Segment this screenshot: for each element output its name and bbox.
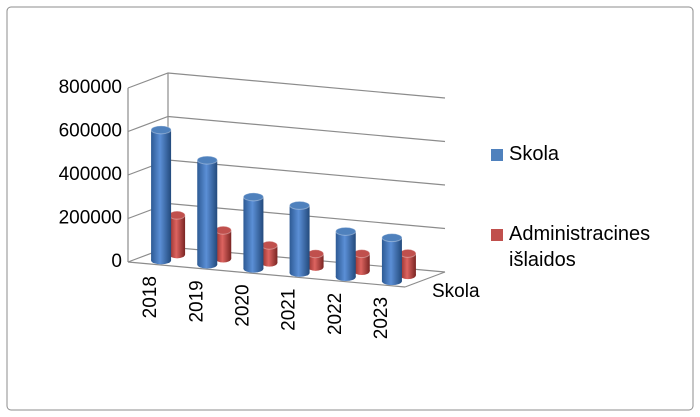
cylinder-top xyxy=(307,249,325,259)
x-tick-label: 2018 xyxy=(140,276,161,318)
x-tick-label: 2022 xyxy=(325,293,346,335)
grid-line xyxy=(127,159,446,186)
cylinder xyxy=(335,226,357,281)
legend-label: Administracines išlaidos xyxy=(509,223,651,271)
grid-line xyxy=(127,115,446,143)
cylinder xyxy=(307,249,325,271)
y-tick-label: 0 xyxy=(111,251,122,272)
legend-label: Skola xyxy=(509,143,560,165)
bar xyxy=(261,245,278,263)
cylinder xyxy=(168,210,186,259)
cylinder-top xyxy=(260,240,278,250)
bar xyxy=(335,231,356,277)
x-tick-label: 2019 xyxy=(186,280,207,322)
bar xyxy=(399,253,416,276)
bar xyxy=(215,230,232,259)
cylinder xyxy=(381,233,403,286)
grid-line xyxy=(127,72,446,99)
cylinder-top xyxy=(335,226,357,236)
y-tick-label: 800000 xyxy=(59,77,122,98)
bar xyxy=(243,196,264,269)
cylinder xyxy=(289,200,311,277)
cylinder-top xyxy=(242,192,264,202)
category-axis xyxy=(127,261,406,288)
cylinder-top xyxy=(150,125,172,135)
bar xyxy=(151,129,172,261)
legend-swatch xyxy=(491,149,503,161)
cylinder-top xyxy=(214,225,232,235)
cylinder xyxy=(242,192,264,273)
cylinder-top xyxy=(289,200,311,210)
cylinder xyxy=(214,225,232,263)
cylinder-top xyxy=(353,249,371,259)
cylinder xyxy=(260,240,278,267)
cylinder xyxy=(196,155,218,269)
cylinder xyxy=(150,125,172,265)
cylinder-top xyxy=(381,233,403,243)
y-tick-label: 600000 xyxy=(59,121,122,142)
bar xyxy=(381,237,402,282)
cylinder-top xyxy=(168,210,186,220)
bar xyxy=(289,205,310,273)
cylinder-top xyxy=(196,155,218,165)
cylinder xyxy=(353,249,371,275)
bar xyxy=(169,215,186,255)
x-tick-label: 2020 xyxy=(232,284,253,326)
chart-border xyxy=(6,6,694,411)
bar xyxy=(353,253,370,271)
depth-axis xyxy=(404,271,446,288)
cylinder xyxy=(399,248,417,280)
x-tick-label: 2023 xyxy=(371,297,392,339)
bar xyxy=(197,160,218,265)
cylinder-top xyxy=(399,248,417,258)
y-tick-label: 400000 xyxy=(59,164,122,185)
legend-swatch xyxy=(491,229,503,241)
depth-axis-label: Skola xyxy=(432,281,480,302)
y-tick-label: 200000 xyxy=(59,208,122,229)
x-tick-label: 2021 xyxy=(279,289,300,331)
